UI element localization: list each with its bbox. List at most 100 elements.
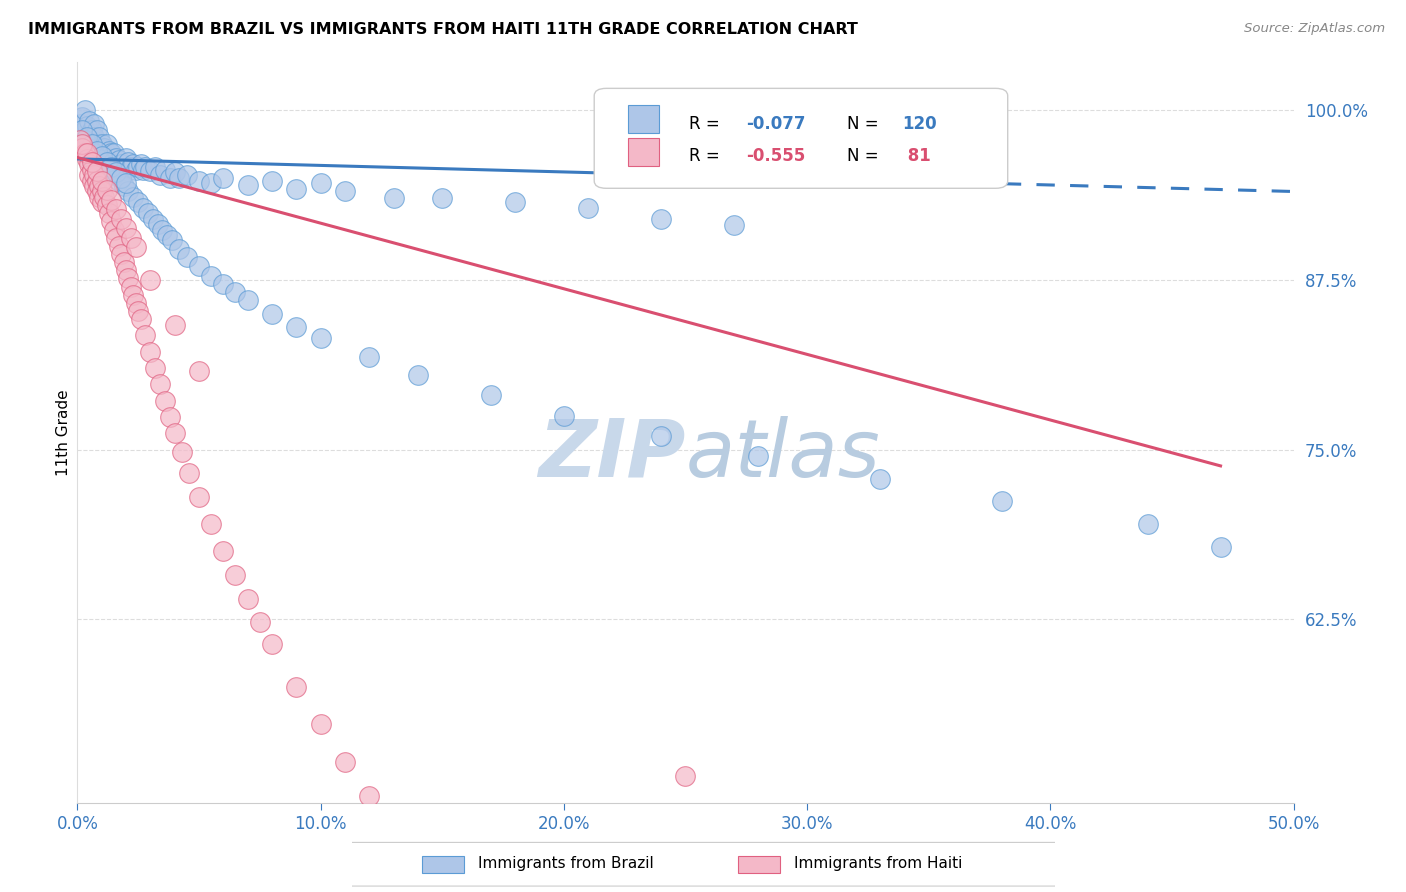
Point (285, 681, 308, 695)
Point (90, 185, 112, 199)
Text: N =: N = (848, 147, 879, 165)
Point (105, 151, 128, 165)
Point (70, 110, 93, 124)
Point (117, 185, 139, 199)
Point (73, 146, 96, 161)
Point (120, 279, 142, 293)
Point (89, 152, 111, 166)
Point (212, 170, 235, 185)
Point (382, 191, 405, 205)
Point (134, 160, 156, 174)
Point (96, 136, 118, 151)
Point (132, 201, 155, 215)
Point (105, 165, 128, 179)
Point (159, 170, 181, 185)
Point (176, 168, 198, 182)
Point (86, 123, 108, 137)
Point (650, 211, 672, 226)
Point (285, 182, 308, 196)
Point (149, 168, 172, 182)
Point (188, 364, 211, 378)
Point (96, 154, 118, 169)
Point (90, 173, 112, 187)
Point (83, 154, 105, 169)
Point (105, 202, 128, 216)
Point (115, 161, 138, 176)
FancyBboxPatch shape (595, 88, 1008, 188)
Point (125, 162, 148, 177)
Point (650, 429, 672, 443)
Text: R =: R = (689, 147, 725, 165)
Point (309, 331, 332, 345)
Point (406, 857, 429, 871)
Point (110, 157, 132, 171)
Point (100, 157, 122, 171)
Point (100, 193, 122, 207)
Point (723, 219, 745, 233)
Point (359, 789, 381, 803)
Point (163, 426, 186, 441)
Point (153, 393, 176, 408)
Point (76, 146, 98, 161)
Point (333, 185, 356, 199)
Point (120, 230, 142, 244)
Point (129, 312, 152, 326)
Point (212, 544, 235, 558)
Point (260, 173, 283, 187)
Point (97, 162, 120, 177)
Text: R =: R = (689, 115, 725, 133)
Point (160, 234, 183, 248)
Y-axis label: 11th Grade: 11th Grade (56, 389, 70, 476)
Point (1209, 541, 1232, 555)
Point (73, 123, 96, 137)
Point (122, 287, 145, 301)
Point (80, 173, 103, 187)
Point (188, 259, 211, 273)
FancyBboxPatch shape (337, 842, 1069, 886)
Point (90, 136, 112, 151)
Point (86, 164, 108, 178)
Point (1136, 517, 1159, 532)
Point (96, 151, 118, 165)
Text: Immigrants from Haiti: Immigrants from Haiti (794, 856, 963, 871)
Point (96, 198, 118, 212)
Point (260, 307, 283, 321)
Point (176, 250, 198, 264)
Point (127, 160, 149, 174)
Point (200, 268, 222, 283)
Point (80, 146, 103, 161)
Point (110, 247, 132, 261)
Point (430, 888, 453, 892)
Text: IMMIGRANTS FROM BRAZIL VS IMMIGRANTS FROM HAITI 11TH GRADE CORRELATION CHART: IMMIGRANTS FROM BRAZIL VS IMMIGRANTS FRO… (28, 22, 858, 37)
Point (90, 146, 112, 161)
Point (747, 450, 769, 464)
Point (100, 214, 122, 228)
Point (93, 153, 115, 168)
Point (122, 190, 145, 204)
Point (89, 190, 111, 204)
Point (107, 153, 129, 168)
Point (110, 211, 132, 226)
Point (163, 165, 186, 179)
Point (103, 168, 125, 182)
Point (163, 318, 186, 332)
Point (79, 141, 101, 155)
Point (139, 344, 162, 359)
Point (249, 615, 271, 629)
Point (200, 517, 222, 532)
Point (260, 637, 283, 651)
Point (90, 157, 112, 171)
Point (152, 222, 174, 236)
Point (236, 293, 259, 308)
Point (69, 133, 91, 147)
Text: Source: ZipAtlas.com: Source: ZipAtlas.com (1244, 22, 1385, 36)
Point (479, 388, 502, 402)
Point (224, 567, 246, 582)
Point (90, 149, 112, 163)
Point (93, 141, 115, 155)
Point (103, 222, 125, 236)
Point (100, 146, 122, 161)
Bar (628, 105, 658, 133)
Point (169, 170, 191, 185)
Point (153, 162, 176, 177)
